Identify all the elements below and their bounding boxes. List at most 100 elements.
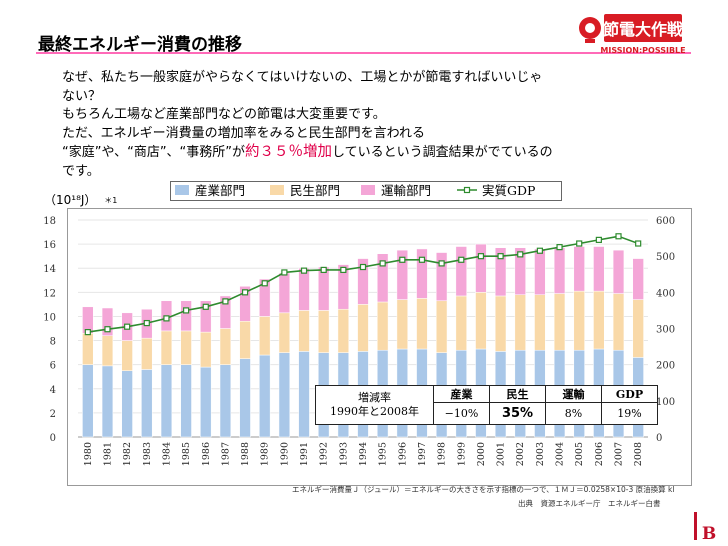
gdp-point: [163, 315, 170, 322]
x-tick-label: 1992: [319, 442, 330, 466]
x-tick-label: 1988: [240, 442, 251, 466]
gdp-point: [241, 289, 249, 296]
bar-industry: [82, 364, 94, 438]
gdp-point: [576, 240, 583, 247]
x-tick-label: 1986: [201, 442, 212, 466]
gdp-point: [281, 269, 288, 276]
bar-commercial: [200, 331, 212, 368]
bar-commercial: [593, 290, 605, 350]
desc-line-2: ない？: [62, 88, 102, 104]
bar-industry: [298, 351, 310, 438]
gdp-point: [261, 280, 268, 287]
x-tick-label: 2004: [555, 442, 566, 466]
gdp-point: [418, 256, 426, 263]
bar-industry: [141, 369, 153, 438]
x-tick-label: 1982: [122, 442, 133, 466]
growth-val-transport: 8%: [545, 402, 602, 425]
y-tick-label: 14: [43, 264, 56, 275]
logo-text: 節電大作戦: [602, 20, 684, 39]
x-tick-label: 1990: [279, 442, 290, 466]
bar-commercial: [141, 337, 153, 370]
bar-transport: [377, 253, 389, 303]
y2-tick-label: 300: [656, 325, 675, 336]
y-tick-label: 8: [50, 337, 56, 348]
footnote-source: 出典 資源エネルギー庁 エネルギー白書: [518, 499, 661, 508]
gdp-point: [222, 298, 229, 305]
bar-transport: [318, 266, 330, 311]
desc-line-5-post: しているという調査結果がでているの: [332, 145, 553, 160]
growth-rate-table: 増減率 1990年と2008年 産業 民生 運輸 GDP −10% 35% 8%…: [315, 385, 658, 425]
bar-commercial: [357, 304, 369, 352]
bar-commercial: [121, 340, 133, 371]
corner-logo-icon: B: [690, 510, 720, 544]
gdp-point: [399, 256, 406, 263]
legend-gdp-label: 実質GDP: [482, 183, 535, 198]
y-unit-label: （10¹⁸J）: [44, 193, 97, 207]
bar-transport: [239, 286, 251, 322]
x-tick-label: 1985: [181, 442, 192, 466]
gdp-point: [300, 267, 308, 274]
growth-col-gdp: GDP: [601, 385, 658, 403]
bar-commercial: [534, 294, 546, 351]
gdp-point: [477, 253, 485, 260]
x-tick-label: 1997: [417, 442, 428, 466]
x-tick-label: 2006: [594, 442, 605, 466]
gdp-point: [458, 256, 465, 263]
x-tick-label: 1996: [397, 442, 408, 466]
x-tick-label: 1980: [83, 442, 94, 466]
bar-transport: [573, 246, 585, 292]
bar-commercial: [632, 299, 644, 358]
growth-val-commercial: 35%: [489, 402, 546, 425]
desc-line-6: です。: [62, 163, 100, 179]
x-tick-label: 2005: [574, 442, 585, 466]
mission-logo: 節電大作戦 MISSION:POSSIBLE: [579, 14, 686, 55]
footnote-unit: エネルギー消費量Ｊ（ジュール）＝エネルギーの大きさを示す指標の一つで、１ＭＪ＝0…: [292, 485, 675, 494]
desc-line-1: なぜ、私たち一般家庭がやらなくてはいけないの、工場とかが節電すればいいじゃ: [62, 70, 543, 85]
x-tick-label: 2003: [535, 442, 546, 466]
growth-val-gdp: 19%: [601, 402, 658, 425]
x-tick-label: 1994: [358, 442, 369, 466]
gdp-point: [615, 233, 622, 240]
bar-transport: [612, 249, 625, 294]
bar-commercial: [278, 312, 291, 353]
bar-commercial: [318, 310, 330, 353]
bar-commercial: [573, 290, 585, 351]
gdp-point: [635, 240, 642, 247]
growth-table-label-2: 1990年と2008年: [330, 405, 419, 418]
gdp-point: [124, 323, 131, 330]
desc-highlight: 約３５％増加: [245, 144, 333, 160]
bar-commercial: [259, 316, 271, 356]
y2-tick-label: 100: [656, 397, 675, 408]
y-tick-label: 6: [50, 361, 56, 372]
bar-transport: [298, 267, 310, 311]
y-tick-label: 4: [50, 385, 56, 396]
gdp-point: [438, 260, 445, 267]
bar-transport: [494, 247, 507, 297]
bar-transport: [553, 247, 566, 294]
y-tick-label: 0: [50, 433, 56, 444]
gdp-point: [517, 251, 524, 258]
bar-transport: [219, 295, 232, 329]
y-unit-note: ＊1: [104, 196, 118, 205]
legend-transport-label: 運輸部門: [381, 183, 431, 198]
bar-commercial: [337, 308, 350, 353]
y2-tick-label: 200: [656, 361, 675, 372]
y-tick-label: 2: [50, 409, 56, 420]
bar-commercial: [553, 293, 566, 351]
x-tick-label: 1998: [437, 442, 448, 466]
bar-commercial: [514, 294, 526, 351]
y2-tick-label: 400: [656, 288, 675, 299]
y2-tick-label: 500: [656, 252, 675, 263]
bar-commercial: [180, 330, 192, 365]
gdp-point: [84, 329, 91, 336]
gdp-point: [104, 326, 111, 333]
y2-tick-label: 600: [656, 216, 675, 227]
gdp-point: [556, 244, 563, 251]
bar-transport: [180, 300, 192, 332]
description-text: なぜ、私たち一般家庭がやらなくてはいけないの、工場とかが節電すればいいじゃ ない…: [62, 69, 674, 181]
growth-table-label-1: 増減率: [358, 391, 391, 404]
x-tick-label: 2000: [476, 442, 487, 466]
bar-transport: [357, 258, 369, 305]
growth-table-label: 増減率 1990年と2008年: [315, 385, 434, 425]
